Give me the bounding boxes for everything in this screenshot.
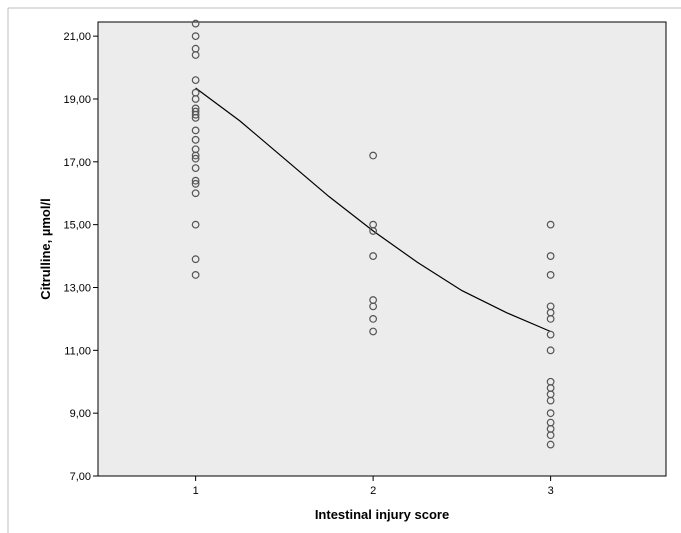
- data-point: [546, 431, 555, 440]
- plot-area: [97, 21, 667, 477]
- x-tick-label: 3: [548, 485, 554, 497]
- data-point: [191, 176, 200, 185]
- data-point: [191, 164, 200, 172]
- data-point: [546, 220, 555, 229]
- data-point: [191, 154, 200, 163]
- data-point: [546, 252, 555, 260]
- y-axis: 7,00 9,00 11,00 13,00 15,00 17,00 19,00 21,00: [63, 31, 98, 483]
- data-points-layer: [191, 19, 555, 449]
- data-point: [191, 179, 200, 188]
- data-point: [191, 126, 200, 135]
- y-tick-label: 9,00: [70, 408, 91, 420]
- data-point: [191, 113, 200, 122]
- x-tick-label: 1: [193, 485, 199, 497]
- data-point: [546, 346, 555, 355]
- data-point: [546, 396, 555, 405]
- y-tick-label: 13,00: [63, 282, 91, 294]
- data-point: [191, 135, 200, 144]
- data-point: [369, 315, 378, 323]
- y-tick-label: 21,00: [63, 31, 91, 43]
- data-point: [546, 330, 555, 339]
- data-point: [191, 32, 200, 41]
- data-point: [191, 51, 200, 59]
- data-point: [191, 76, 200, 85]
- data-point: [191, 255, 200, 264]
- data-point: [369, 227, 378, 235]
- x-axis-title: Intestinal injury score: [315, 507, 449, 522]
- y-tick-label: 19,00: [63, 94, 91, 106]
- data-point: [369, 302, 378, 311]
- y-tick-label: 7,00: [70, 471, 91, 483]
- data-point: [546, 315, 555, 323]
- data-point: [191, 110, 200, 119]
- y-tick-label: 11,00: [64, 345, 91, 357]
- data-point: [191, 151, 200, 160]
- data-point: [191, 19, 200, 28]
- data-point: [546, 440, 555, 449]
- data-point: [546, 409, 555, 418]
- data-point: [191, 220, 200, 229]
- data-point: [369, 151, 378, 160]
- data-point: [191, 95, 200, 103]
- data-point: [546, 271, 555, 279]
- y-tick-label: 17,00: [63, 157, 91, 169]
- fit-curve-layer: [195, 87, 551, 333]
- y-axis-title: Citrulline, µmol/l: [38, 198, 53, 299]
- data-point: [369, 252, 378, 260]
- fit-curve: [195, 87, 551, 333]
- data-point: [369, 327, 378, 336]
- x-axis: 1 2 3: [193, 476, 554, 497]
- data-point: [191, 189, 200, 198]
- y-tick-label: 15,00: [63, 220, 91, 232]
- x-tick-label: 2: [370, 485, 376, 497]
- data-point: [191, 271, 200, 279]
